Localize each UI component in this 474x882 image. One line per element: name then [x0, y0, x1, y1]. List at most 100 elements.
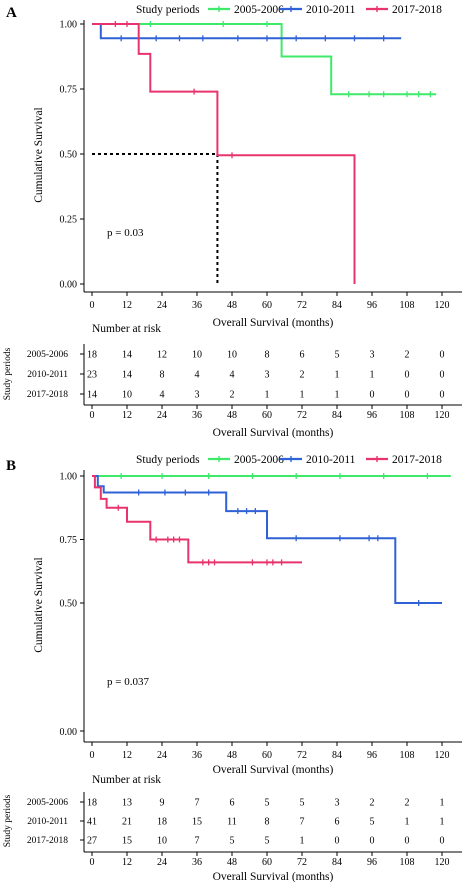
risk-cell: 0	[440, 390, 445, 401]
legend-item-label: 2017-2018	[392, 4, 442, 16]
risk-cell: 5	[300, 798, 305, 809]
x-tick-label: 120	[435, 750, 450, 761]
risk-cell: 1	[335, 390, 340, 401]
risk-cell: 3	[335, 798, 340, 809]
risk-group-label: 2005-2006	[27, 350, 68, 360]
risk-cell: 0	[335, 836, 340, 847]
p-value: p = 0.037	[107, 676, 149, 688]
risk-cell: 2	[300, 370, 305, 381]
risk-cell: 18	[157, 817, 167, 828]
risk-cell: 0	[405, 836, 410, 847]
risk-cell: 1	[300, 836, 305, 847]
risk-cell: 6	[300, 350, 305, 361]
x-tick-label: 24	[157, 750, 167, 761]
risk-group-label: 2017-2018	[27, 390, 68, 400]
y-tick-label: 0.75	[60, 535, 78, 546]
panel-label: A	[6, 5, 17, 21]
risk-group-label: 2010-2011	[27, 370, 68, 380]
y-tick-label: 1.00	[60, 20, 78, 31]
risk-x-tick-label: 48	[227, 857, 237, 868]
risk-cell: 8	[160, 370, 165, 381]
y-tick-label: 0.50	[60, 150, 78, 161]
risk-cell: 11	[227, 817, 237, 828]
risk-y-axis-title: Study periods	[3, 794, 13, 847]
risk-x-axis-title: Overall Survival (months)	[213, 871, 334, 882]
y-tick-label: 0.75	[60, 85, 78, 96]
panel-a: A Study periods 2005-2006 2010-2011 2017-201…	[3, 4, 462, 439]
risk-cell: 0	[405, 390, 410, 401]
risk-cell: 41	[87, 817, 97, 828]
risk-cell: 7	[195, 798, 200, 809]
risk-x-tick-label: 36	[192, 857, 202, 868]
x-tick-label: 0	[90, 300, 95, 311]
risk-x-tick-label: 96	[367, 410, 377, 421]
risk-cell: 2	[230, 390, 235, 401]
risk-cell: 6	[335, 817, 340, 828]
risk-cell: 10	[227, 350, 237, 361]
x-tick-label: 84	[332, 750, 342, 761]
legend-item-label: 2010-2011	[306, 4, 356, 16]
legend-title: Study periods	[136, 454, 200, 466]
risk-cell: 21	[122, 817, 132, 828]
risk-cell: 18	[87, 350, 97, 361]
risk-cell: 5	[265, 836, 270, 847]
risk-x-tick-label: 12	[122, 857, 132, 868]
risk-cell: 1	[440, 798, 445, 809]
y-tick-label: 1.00	[60, 472, 78, 483]
risk-cell: 18	[87, 798, 97, 809]
risk-cell: 9	[160, 798, 165, 809]
risk-x-tick-label: 12	[122, 410, 132, 421]
y-axis-title: Cumulative Survival	[33, 107, 45, 203]
x-tick-label: 0	[90, 750, 95, 761]
risk-cell: 2	[405, 798, 410, 809]
risk-cell: 13	[122, 798, 132, 809]
x-tick-label: 72	[297, 750, 307, 761]
risk-cell: 27	[87, 836, 97, 847]
km-curve-2010-2011	[92, 475, 442, 604]
x-tick-label: 12	[122, 300, 132, 311]
risk-x-tick-label: 0	[90, 857, 95, 868]
panel-label: B	[6, 458, 16, 474]
risk-x-tick-label: 36	[192, 410, 202, 421]
risk-x-tick-label: 96	[367, 857, 377, 868]
x-tick-label: 108	[400, 750, 415, 761]
risk-cell: 3	[265, 370, 270, 381]
risk-table-title: Number at risk	[92, 774, 161, 786]
risk-cell: 1	[300, 390, 305, 401]
legend-item-label: 2005-2006	[234, 4, 284, 16]
risk-table-title: Number at risk	[92, 323, 161, 335]
risk-x-tick-label: 84	[332, 857, 342, 868]
x-tick-label: 36	[192, 750, 202, 761]
risk-cell: 0	[405, 370, 410, 381]
risk-cell: 4	[195, 370, 200, 381]
y-tick-label: 0.00	[60, 727, 78, 738]
x-tick-label: 60	[262, 750, 272, 761]
x-axis-title: Overall Survival (months)	[213, 317, 334, 329]
risk-cell: 1	[440, 817, 445, 828]
x-tick-label: 108	[400, 300, 415, 311]
risk-cell: 8	[265, 350, 270, 361]
y-axis-title: Cumulative Survival	[33, 557, 45, 653]
risk-cell: 6	[230, 798, 235, 809]
risk-x-tick-label: 24	[157, 857, 167, 868]
risk-x-tick-label: 72	[297, 410, 307, 421]
x-tick-label: 48	[227, 300, 237, 311]
risk-cell: 4	[160, 390, 165, 401]
x-tick-label: 96	[367, 300, 377, 311]
risk-cell: 0	[440, 370, 445, 381]
risk-y-axis-title: Study periods	[3, 347, 13, 400]
risk-cell: 1	[335, 370, 340, 381]
risk-x-tick-label: 60	[262, 410, 272, 421]
x-tick-label: 24	[157, 300, 167, 311]
risk-cell: 23	[87, 370, 97, 381]
panel-b: B Study periods 2005-2006 2010-2011 2017-201…	[3, 454, 462, 882]
risk-group-label: 2010-2011	[27, 817, 68, 827]
legend-item-label: 2010-2011	[306, 454, 356, 466]
risk-cell: 3	[370, 350, 375, 361]
risk-cell: 15	[122, 836, 132, 847]
risk-cell: 10	[122, 390, 132, 401]
risk-cell: 12	[157, 350, 167, 361]
risk-x-tick-label: 60	[262, 857, 272, 868]
legend-title: Study periods	[136, 4, 200, 16]
